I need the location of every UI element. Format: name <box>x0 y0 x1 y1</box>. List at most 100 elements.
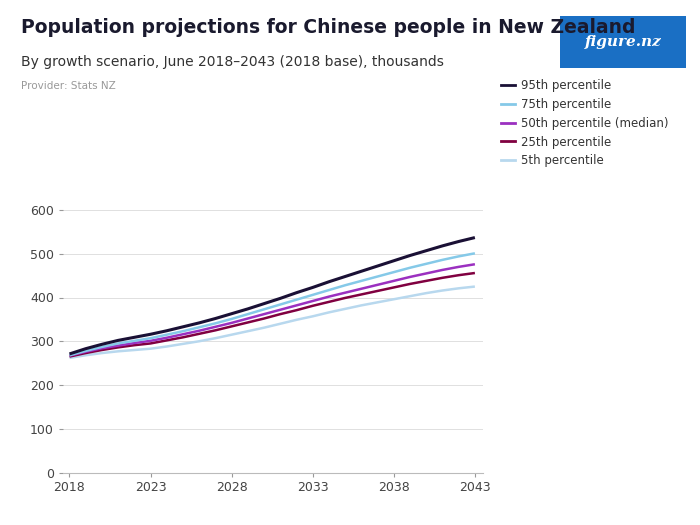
25th percentile <box>406 281 414 287</box>
50th percentile (median) <box>81 349 90 355</box>
Text: figure.nz: figure.nz <box>584 35 662 49</box>
75th percentile <box>390 269 398 275</box>
95th percentile <box>130 334 139 341</box>
95th percentile <box>276 295 284 301</box>
50th percentile (median) <box>244 316 252 322</box>
95th percentile <box>438 243 447 249</box>
50th percentile (median) <box>162 334 171 341</box>
50th percentile (median) <box>293 302 301 309</box>
Line: 25th percentile: 25th percentile <box>69 273 475 356</box>
95th percentile <box>195 320 204 326</box>
75th percentile <box>114 340 122 346</box>
95th percentile <box>211 316 220 322</box>
5th percentile <box>211 335 220 341</box>
25th percentile <box>309 302 317 309</box>
75th percentile <box>211 320 220 327</box>
25th percentile <box>390 285 398 291</box>
5th percentile <box>422 290 430 296</box>
95th percentile <box>81 345 90 352</box>
25th percentile <box>162 337 171 343</box>
50th percentile (median) <box>211 323 220 330</box>
95th percentile <box>454 238 463 245</box>
95th percentile <box>422 248 430 254</box>
50th percentile (median) <box>178 331 187 338</box>
50th percentile (median) <box>373 281 382 288</box>
75th percentile <box>228 316 236 322</box>
75th percentile <box>195 324 204 330</box>
95th percentile <box>309 285 317 291</box>
50th percentile (median) <box>406 274 414 280</box>
50th percentile (median) <box>146 338 155 344</box>
75th percentile <box>341 282 349 288</box>
Line: 75th percentile: 75th percentile <box>69 254 475 355</box>
5th percentile <box>195 338 204 344</box>
95th percentile <box>65 351 74 357</box>
50th percentile (median) <box>357 286 365 292</box>
25th percentile <box>325 299 333 305</box>
95th percentile <box>162 328 171 334</box>
95th percentile <box>98 341 106 348</box>
95th percentile <box>406 253 414 259</box>
5th percentile <box>357 302 365 309</box>
50th percentile (median) <box>260 311 268 317</box>
75th percentile <box>130 338 139 344</box>
25th percentile <box>276 311 284 317</box>
95th percentile <box>178 323 187 330</box>
95th percentile <box>341 274 349 280</box>
25th percentile <box>130 342 139 349</box>
75th percentile <box>260 306 268 312</box>
75th percentile <box>357 278 365 284</box>
5th percentile <box>341 306 349 312</box>
75th percentile <box>81 348 90 354</box>
50th percentile (median) <box>309 298 317 304</box>
25th percentile <box>114 344 122 351</box>
25th percentile <box>178 334 187 341</box>
25th percentile <box>454 272 463 278</box>
5th percentile <box>390 296 398 302</box>
25th percentile <box>260 316 268 322</box>
5th percentile <box>178 341 187 347</box>
Line: 5th percentile: 5th percentile <box>69 287 475 358</box>
5th percentile <box>470 284 479 290</box>
95th percentile <box>373 263 382 269</box>
25th percentile <box>65 353 74 360</box>
50th percentile (median) <box>98 345 106 351</box>
5th percentile <box>276 321 284 327</box>
75th percentile <box>276 301 284 308</box>
75th percentile <box>438 257 447 263</box>
25th percentile <box>244 319 252 326</box>
25th percentile <box>211 327 220 333</box>
25th percentile <box>470 270 479 276</box>
25th percentile <box>81 350 90 356</box>
95th percentile <box>146 331 155 338</box>
5th percentile <box>81 352 90 359</box>
5th percentile <box>454 285 463 291</box>
50th percentile (median) <box>422 270 430 277</box>
95th percentile <box>260 300 268 307</box>
5th percentile <box>65 355 74 361</box>
75th percentile <box>325 287 333 293</box>
Text: By growth scenario, June 2018–2043 (2018 base), thousands: By growth scenario, June 2018–2043 (2018… <box>21 55 444 69</box>
75th percentile <box>309 292 317 298</box>
95th percentile <box>293 290 301 296</box>
50th percentile (median) <box>390 278 398 284</box>
Line: 50th percentile (median): 50th percentile (median) <box>69 264 475 356</box>
50th percentile (median) <box>276 307 284 313</box>
25th percentile <box>195 331 204 337</box>
5th percentile <box>260 324 268 331</box>
25th percentile <box>293 307 301 313</box>
95th percentile <box>357 268 365 275</box>
75th percentile <box>162 332 171 338</box>
75th percentile <box>470 250 479 257</box>
50th percentile (median) <box>114 342 122 349</box>
25th percentile <box>422 278 430 284</box>
5th percentile <box>114 348 122 354</box>
25th percentile <box>373 288 382 294</box>
95th percentile <box>390 258 398 264</box>
5th percentile <box>373 299 382 306</box>
75th percentile <box>422 261 430 267</box>
25th percentile <box>98 347 106 353</box>
5th percentile <box>244 328 252 334</box>
95th percentile <box>470 234 479 240</box>
75th percentile <box>146 335 155 341</box>
